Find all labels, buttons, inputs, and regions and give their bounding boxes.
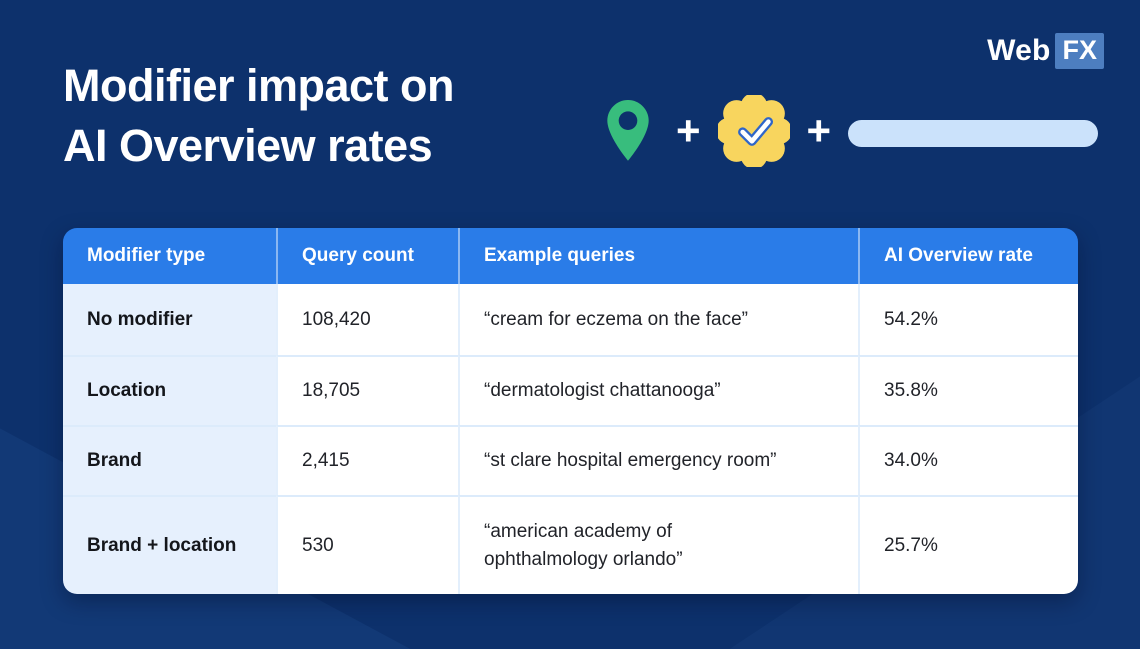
data-table: Modifier type Query count Example querie…: [63, 228, 1078, 594]
page-title-line1: Modifier impact on: [63, 60, 455, 111]
cell-modifier-type: Location: [63, 355, 276, 425]
cell-example-query: “american academy of ophthalmology orlan…: [458, 495, 858, 594]
cell-example-query: “dermatologist chattanooga”: [458, 355, 858, 425]
logo-fx-badge: FX: [1055, 33, 1104, 69]
page-title: Modifier impact on AI Overview rates: [63, 56, 455, 176]
cell-modifier-type: Brand: [63, 425, 276, 495]
cell-example-query-text: “american academy of ophthalmology orlan…: [484, 520, 683, 570]
cell-example-query: “cream for eczema on the face”: [458, 284, 858, 355]
cell-query-count: 18,705: [276, 355, 458, 425]
page-title-line2: AI Overview rates: [63, 120, 433, 171]
cell-query-count: 530: [276, 495, 458, 594]
cell-query-count: 2,415: [276, 425, 458, 495]
column-header-ai-overview-rate: AI Overview rate: [858, 228, 1078, 284]
search-bar-pill: [848, 119, 1099, 147]
cell-ai-overview-rate: 35.8%: [858, 355, 1078, 425]
webfx-logo: Web FX: [987, 33, 1104, 69]
column-header-query-count: Query count: [276, 228, 458, 284]
verified-badge-icon: [715, 92, 792, 172]
cell-example-query: “st clare hospital emergency room”: [458, 425, 858, 495]
logo-web-text: Web: [987, 34, 1051, 67]
location-pin-icon: [597, 96, 659, 171]
cell-ai-overview-rate: 34.0%: [858, 425, 1078, 495]
column-header-example-queries: Example queries: [458, 228, 858, 284]
cell-modifier-type: Brand + location: [63, 495, 276, 594]
cell-modifier-type: No modifier: [63, 284, 276, 355]
column-header-modifier-type: Modifier type: [63, 228, 276, 284]
icon-strip: + +: [597, 92, 1099, 172]
plus-icon: +: [806, 107, 832, 154]
cell-ai-overview-rate: 25.7%: [858, 495, 1078, 594]
cell-ai-overview-rate: 54.2%: [858, 284, 1078, 355]
plus-icon: +: [676, 107, 701, 154]
cell-query-count: 108,420: [276, 284, 458, 355]
